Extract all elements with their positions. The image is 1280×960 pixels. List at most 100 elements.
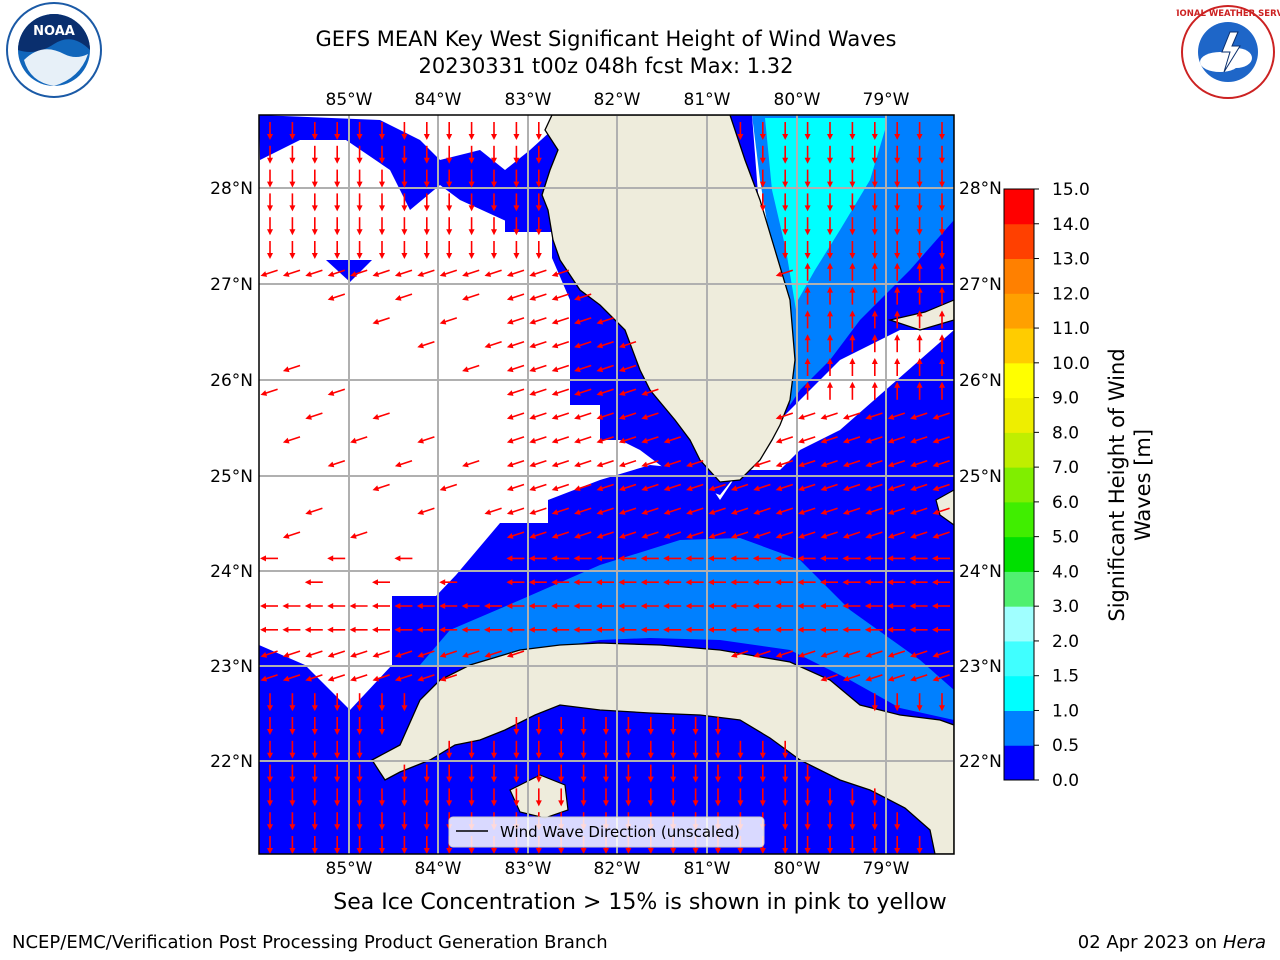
wave-direction-arrowhead [804,181,811,188]
wave-direction-arrowhead [580,800,587,807]
wave-direction-arrowhead [379,157,385,164]
wave-direction-arrowhead [423,848,430,854]
wave-direction-arrowhead [932,414,940,420]
wave-direction-arrowhead [423,181,430,188]
wave-direction-arrowhead [551,579,558,586]
wave-direction-arrowhead [932,603,938,609]
wave-direction-arrowhead [535,253,542,259]
wave-direction-arrowhead [775,579,782,586]
wave-direction-arrowhead [641,414,648,420]
wave-direction-arrowhead [417,652,424,658]
wave-direction-arrowhead [573,579,580,586]
colorbar-tick-label: 5.0 [1052,528,1079,548]
wave-direction-arrowhead [416,603,423,609]
wave-direction-arrowhead [737,134,744,140]
wave-direction-arrowhead [797,626,804,633]
wave-direction-arrowhead [708,555,714,562]
wave-direction-arrowhead [894,205,901,212]
wave-direction-arrowhead [289,824,296,831]
wave-direction-arrowhead [356,229,363,236]
wave-direction-arrowhead [282,437,290,444]
wave-direction-arrowhead [401,229,408,236]
wave-direction-arrowhead [849,134,856,140]
wave-direction-arrowhead [379,848,385,854]
colorbar-tick-label: 1.5 [1052,667,1079,687]
wave-direction-arrowhead [871,205,878,212]
wave-direction-arrowhead [865,437,872,444]
wave-direction-arrowhead [641,533,648,539]
wave-direction-arrowhead [737,776,744,783]
wave-direction-arrowhead [417,675,424,682]
wave-direction-arrowhead [372,603,378,609]
wave-direction-arrowhead [663,626,670,633]
wave-direction-arrowhead [618,390,626,396]
wave-direction-arrowhead [289,705,296,712]
wave-direction-arrowhead [939,358,945,364]
wave-direction-arrowhead [513,181,520,188]
lon-label-top-79w: 79°W [863,90,910,110]
wave-direction-arrowhead [618,366,626,373]
wave-direction-arrowhead [551,390,559,396]
wave-direction-arrowhead [939,310,945,317]
wave-direction-arrowhead [529,461,536,468]
wave-direction-arrowhead [551,318,559,325]
wave-direction-arrowhead [573,626,580,633]
wave-direction-arrowhead [827,253,833,259]
wave-direction-arrowhead [574,390,581,396]
lat-label-left-24n: 24°N [210,562,253,582]
wave-direction-arrowhead [379,181,385,188]
wave-direction-arrowhead [939,205,945,212]
colorbar-tick-label: 0.0 [1052,771,1079,791]
colorbar-tick-label: 12.0 [1052,284,1090,304]
wave-direction-arrowhead [798,652,805,658]
wave-direction-arrowhead [804,824,811,831]
wave-direction-arrowhead [401,824,408,831]
wave-direction-arrowhead [871,134,878,140]
wave-direction-arrowhead [827,229,833,236]
colorbar-segment [1004,675,1034,711]
wave-direction-arrowhead [289,729,296,735]
legend-label: Wind Wave Direction (unscaled) [500,823,740,841]
wave-direction-arrowhead [529,390,536,396]
wave-direction-arrowhead [468,134,475,140]
wave-direction-arrowhead [574,414,581,420]
wave-direction-arrowhead [910,533,917,539]
wave-direction-arrowhead [916,358,923,364]
wave-direction-arrowhead [462,295,469,301]
wave-direction-arrowhead [625,752,632,759]
wave-direction-arrowhead [551,437,559,444]
wave-direction-arrowhead [820,626,826,633]
wave-direction-arrowhead [804,800,811,807]
wave-direction-arrowhead [842,461,850,468]
colorbar-tick-label: 8.0 [1052,423,1079,443]
wave-direction-arrowhead [916,229,923,236]
wave-direction-arrowhead [663,533,671,539]
wave-direction-arrowhead [596,366,604,373]
wave-direction-arrowhead [446,800,453,807]
wave-direction-arrowhead [304,603,311,609]
wave-direction-arrowhead [641,437,648,444]
wave-direction-arrowhead [311,705,318,712]
wave-direction-arrowhead [574,318,581,325]
wave-direction-arrowhead [580,776,587,783]
wave-direction-arrowhead [842,652,850,658]
wave-direction-arrowhead [513,752,520,759]
wave-direction-arrowhead [289,800,296,807]
wave-direction-arrowhead [506,366,514,373]
wave-direction-arrowhead [446,752,453,759]
lat-label-left-23n: 23°N [210,657,253,677]
wave-direction-arrowhead [529,533,536,539]
lon-label-top-81w: 81°W [684,90,731,110]
wave-direction-arrowhead [506,509,514,515]
wave-direction-arrowhead [916,705,923,712]
wave-direction-arrowhead [775,271,783,277]
wave-direction-arrowhead [304,626,311,633]
wave-direction-arrowhead [311,181,318,188]
wave-direction-arrowhead [647,800,654,807]
wave-direction-arrowhead [417,271,424,277]
wave-direction-arrowhead [730,652,738,658]
wave-direction-arrowhead [334,752,341,759]
wave-direction-arrowhead [804,253,811,259]
wave-direction-arrowhead [289,181,296,188]
wave-direction-arrowhead [574,509,581,515]
